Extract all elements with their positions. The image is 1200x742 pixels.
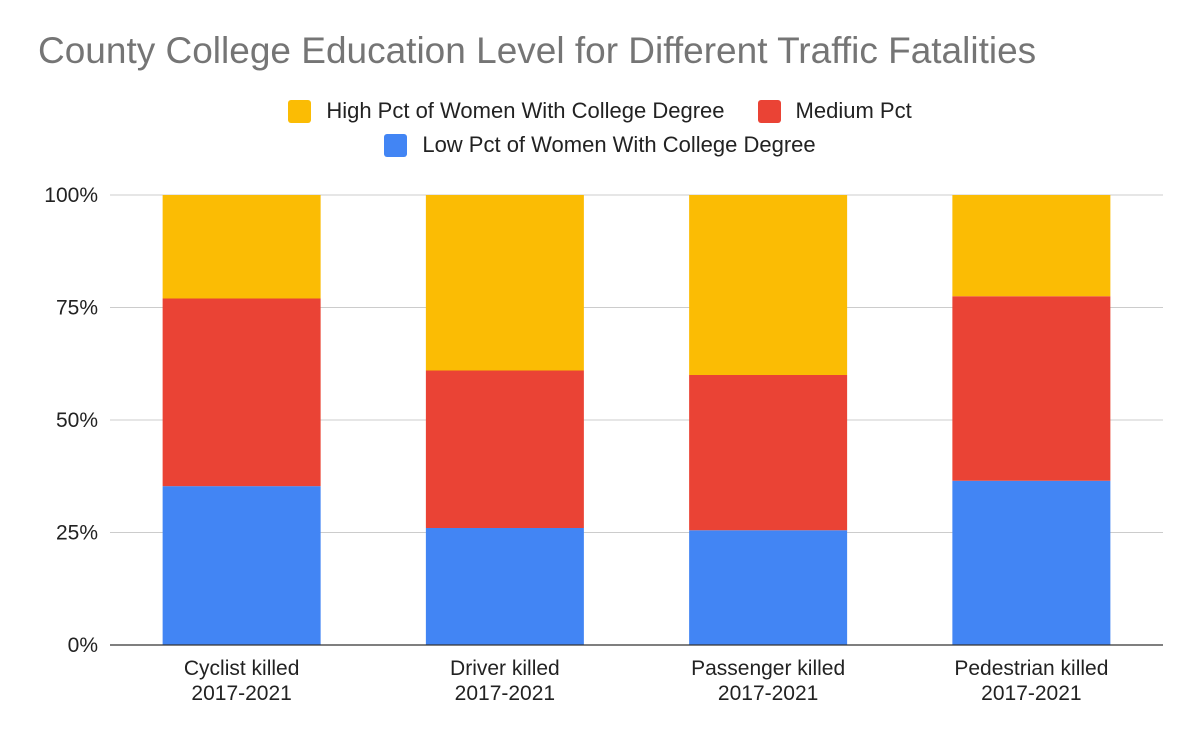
x-tick-label: Pedestrian killed bbox=[954, 657, 1108, 680]
y-tick-label: 0% bbox=[68, 634, 98, 657]
bar-segment-medium-1[interactable] bbox=[425, 370, 584, 529]
bar-segment-medium-3[interactable] bbox=[952, 296, 1111, 481]
x-tick-label: Driver killed bbox=[450, 657, 560, 680]
bar-segment-high-2[interactable] bbox=[689, 195, 848, 375]
bar-segment-high-3[interactable] bbox=[952, 195, 1111, 297]
legend-item-low[interactable]: Low Pct of Women With College Degree bbox=[384, 132, 816, 158]
legend-swatch-low bbox=[384, 133, 408, 157]
legend-item-medium[interactable]: Medium Pct bbox=[757, 98, 912, 124]
bar-segment-low-2[interactable] bbox=[689, 530, 848, 645]
bar-segment-medium-2[interactable] bbox=[689, 375, 848, 531]
bar-segment-low-1[interactable] bbox=[425, 528, 584, 645]
y-tick-label: 100% bbox=[44, 184, 98, 207]
bar-segment-medium-0[interactable] bbox=[162, 298, 321, 487]
y-tick-label: 75% bbox=[56, 297, 98, 320]
legend-row: Low Pct of Women With College Degree bbox=[0, 132, 1200, 158]
x-tick-label: 2017-2021 bbox=[455, 682, 555, 705]
x-tick-label: 2017-2021 bbox=[191, 682, 291, 705]
bar-segment-low-3[interactable] bbox=[952, 480, 1111, 645]
y-tick-label: 25% bbox=[56, 522, 98, 545]
x-tick-label: 2017-2021 bbox=[981, 682, 1081, 705]
bar-segment-high-0[interactable] bbox=[162, 195, 321, 299]
bars bbox=[162, 195, 1111, 645]
y-tick-label: 50% bbox=[56, 409, 98, 432]
legend-swatch-medium bbox=[757, 99, 781, 123]
legend-swatch-high bbox=[288, 99, 312, 123]
chart-title: County College Education Level for Diffe… bbox=[38, 30, 1037, 71]
bar-segment-high-1[interactable] bbox=[425, 195, 584, 371]
legend-label-high: High Pct of Women With College Degree bbox=[326, 98, 725, 123]
legend-label-low: Low Pct of Women With College Degree bbox=[422, 132, 816, 157]
legend-row: High Pct of Women With College Degree Me… bbox=[0, 98, 1200, 124]
y-tick-labels: 0% 25% 50% 75% 100% bbox=[44, 184, 98, 657]
legend-label-medium: Medium Pct bbox=[795, 98, 912, 123]
x-tick-label: Passenger killed bbox=[691, 657, 845, 680]
bar-segment-low-0[interactable] bbox=[162, 486, 321, 645]
legend-item-high[interactable]: High Pct of Women With College Degree bbox=[288, 98, 725, 124]
x-tick-label: 2017-2021 bbox=[718, 682, 818, 705]
x-tick-label: Cyclist killed bbox=[184, 657, 300, 680]
